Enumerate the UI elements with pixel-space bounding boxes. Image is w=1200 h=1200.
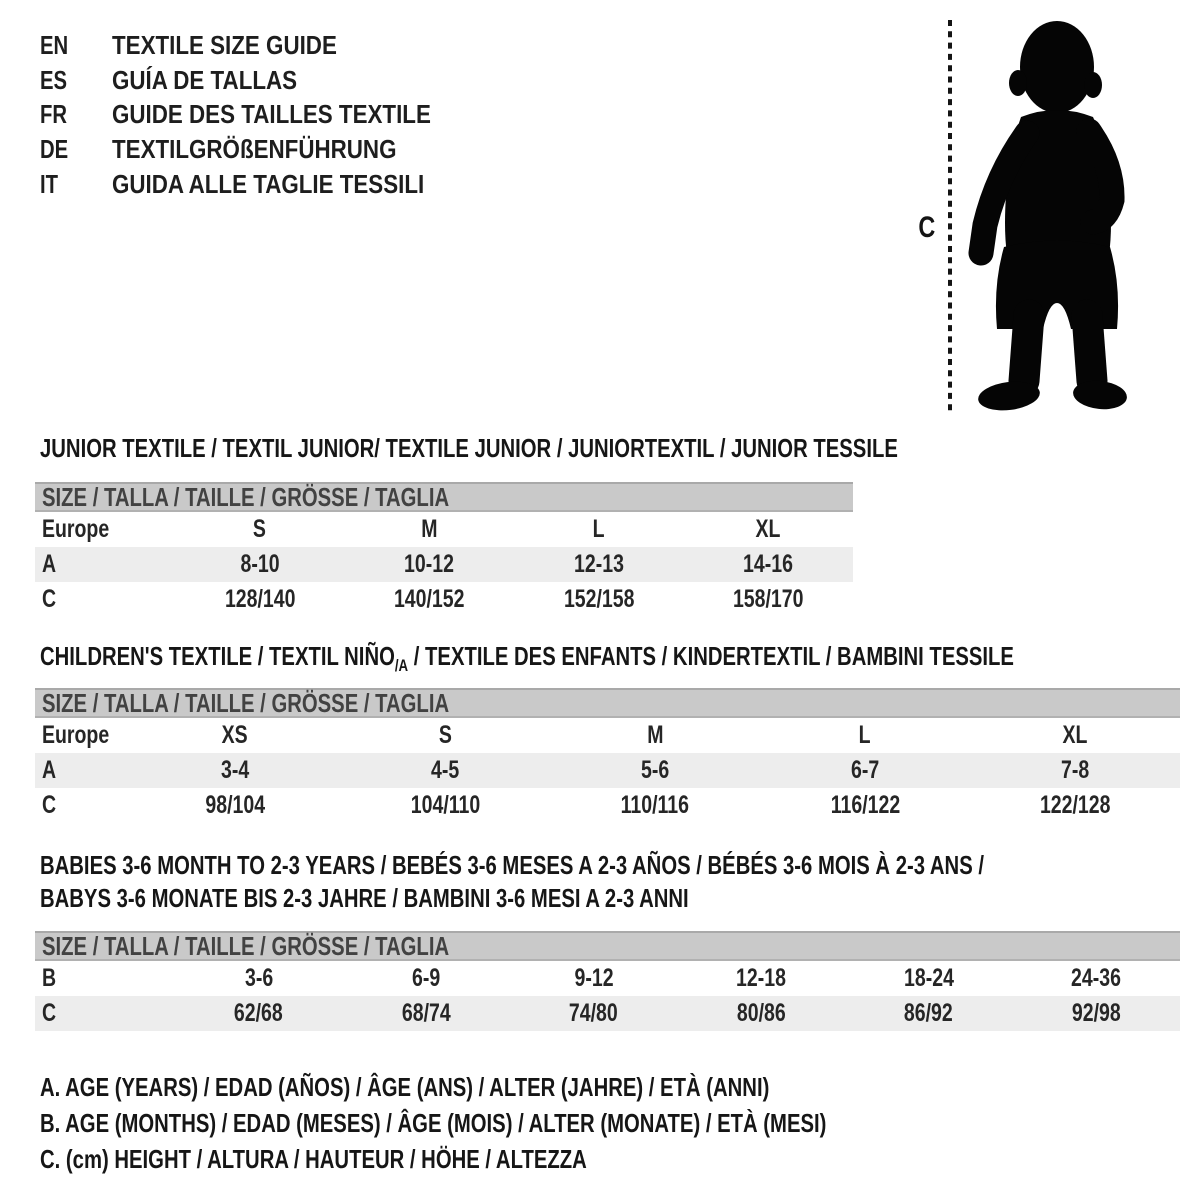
section-title-babies: BABIES 3-6 MONTH TO 2-3 YEARS / BEBÉS 3-… (40, 849, 1200, 915)
language-row: DE TEXTILGRÖßENFÜHRUNG (40, 132, 483, 167)
row-label: C (42, 999, 57, 1027)
height-cell: 74/80 (569, 999, 619, 1027)
age-cell: 5-6 (640, 756, 670, 784)
height-cell: 122/128 (1039, 791, 1111, 819)
size-cell: M (421, 515, 438, 543)
age-cell: 18-24 (903, 964, 954, 992)
language-row: FR GUIDE DES TAILLES TEXTILE (40, 98, 483, 133)
row-label: A (42, 550, 57, 578)
age-cell: 10-12 (404, 550, 455, 578)
height-label: C (910, 211, 944, 245)
language-title-list: EN TEXTILE SIZE GUIDE ES GUÍA DE TALLAS … (40, 28, 483, 202)
height-cell: 140/152 (394, 585, 465, 613)
size-cell: XS (221, 721, 249, 749)
size-cell: L (859, 721, 871, 749)
height-cell: 110/116 (620, 791, 690, 819)
baby-silhouette-icon (948, 20, 1127, 415)
height-cell: 128/140 (224, 585, 295, 613)
table-row: Europe S M L XL (35, 512, 853, 547)
table-row: A 8-10 10-12 12-13 14-16 (35, 547, 853, 582)
height-cell: 92/98 (1071, 999, 1121, 1027)
height-cell: 62/68 (234, 999, 284, 1027)
size-cell: L (592, 515, 605, 543)
size-header-label: SIZE / TALLA / TAILLE / GRÖSSE / TAGLIA (42, 930, 450, 961)
language-name: TEXTILGRÖßENFÜHRUNG (112, 134, 397, 165)
table-row: C 128/140 140/152 152/158 158/170 (35, 582, 853, 617)
language-name: GUÍA DE TALLAS (112, 64, 298, 95)
language-name: GUIDA ALLE TAGLIE TESSILI (112, 169, 425, 200)
age-cell: 7-8 (1060, 756, 1090, 784)
section-title-children-text: CHILDREN'S TEXTILE / TEXTIL NIÑO/A / TEX… (40, 641, 1014, 675)
baby-silhouette-shape (968, 21, 1127, 411)
size-header-label: SIZE / TALLA / TAILLE / GRÖSSE / TAGLIA (42, 687, 450, 718)
language-row: IT GUIDA ALLE TAGLIE TESSILI (40, 167, 483, 202)
height-cell: 104/110 (410, 791, 480, 819)
size-table-children: SIZE / TALLA / TAILLE / GRÖSSE / TAGLIA … (35, 688, 1180, 823)
size-cell: XL (1062, 721, 1088, 749)
height-cell: 116/122 (830, 791, 900, 819)
language-code: IT (40, 169, 59, 200)
row-label: Europe (42, 515, 110, 543)
language-row: EN TEXTILE SIZE GUIDE (40, 28, 483, 63)
language-name: TEXTILE SIZE GUIDE (112, 29, 337, 60)
size-cell: S (438, 721, 452, 749)
legend-line-c: C. (cm) HEIGHT / ALTURA / HAUTEUR / HÖHE… (40, 1143, 587, 1174)
section-title-babies-line1: BABIES 3-6 MONTH TO 2-3 YEARS / BEBÉS 3-… (40, 850, 984, 880)
size-cell: XL (755, 515, 781, 543)
language-row: ES GUÍA DE TALLAS (40, 63, 483, 98)
row-label: A (42, 756, 57, 784)
table-row: B 3-6 6-9 9-12 12-18 18-24 24-36 (35, 961, 1180, 996)
age-cell: 6-7 (850, 756, 880, 784)
age-cell: 12-13 (573, 550, 624, 578)
section-title-children: CHILDREN'S TEXTILE / TEXTIL NIÑO/A / TEX… (40, 641, 1200, 676)
age-cell: 3-4 (220, 756, 250, 784)
section-title-babies-line2: BABYS 3-6 MONATE BIS 2-3 JAHRE / BAMBINI… (40, 883, 689, 913)
language-code: EN (40, 29, 69, 60)
legend: A. AGE (YEARS) / EDAD (AÑOS) / ÂGE (ANS)… (40, 1069, 1048, 1177)
row-label: C (42, 585, 57, 613)
age-cell: 9-12 (574, 964, 614, 992)
table-row: A 3-4 4-5 5-6 6-7 7-8 (35, 753, 1180, 788)
table-row: C 62/68 68/74 74/80 80/86 86/92 92/98 (35, 996, 1180, 1031)
height-cell: 68/74 (401, 999, 451, 1027)
age-cell: 4-5 (430, 756, 460, 784)
row-label: B (42, 964, 57, 992)
table-row: Europe XS S M L XL (35, 718, 1180, 753)
size-table-babies: SIZE / TALLA / TAILLE / GRÖSSE / TAGLIA … (35, 931, 1180, 1031)
age-cell: 24-36 (1071, 964, 1122, 992)
language-name: GUIDE DES TAILLES TEXTILE (112, 99, 431, 130)
age-cell: 12-18 (736, 964, 787, 992)
size-header-band: SIZE / TALLA / TAILLE / GRÖSSE / TAGLIA (35, 688, 1180, 718)
age-cell: 14-16 (743, 550, 794, 578)
size-table-junior: SIZE / TALLA / TAILLE / GRÖSSE / TAGLIA … (35, 482, 853, 617)
language-code: DE (40, 134, 69, 165)
height-label-text: C (918, 211, 936, 244)
height-cell: 152/158 (563, 585, 634, 613)
table-row: C 98/104 104/110 110/116 116/122 122/128 (35, 788, 1180, 823)
age-cell: 3-6 (244, 964, 273, 992)
legend-line-a: A. AGE (YEARS) / EDAD (AÑOS) / ÂGE (ANS)… (40, 1071, 770, 1102)
size-header-band: SIZE / TALLA / TAILLE / GRÖSSE / TAGLIA (35, 482, 853, 512)
age-cell: 8-10 (240, 550, 280, 578)
legend-line-b: B. AGE (MONTHS) / EDAD (MESES) / ÂGE (MO… (40, 1107, 827, 1138)
size-header-label: SIZE / TALLA / TAILLE / GRÖSSE / TAGLIA (42, 481, 450, 512)
title-subscript: /A (394, 656, 409, 675)
language-code: ES (40, 64, 68, 95)
height-cell: 98/104 (205, 791, 265, 819)
size-cell: S (253, 515, 267, 543)
language-code: FR (40, 99, 68, 130)
section-title-junior-text: JUNIOR TEXTILE / TEXTIL JUNIOR/ TEXTILE … (40, 433, 898, 463)
row-label: Europe (42, 721, 110, 749)
row-label: C (42, 791, 57, 819)
height-cell: 158/170 (733, 585, 804, 613)
height-cell: 80/86 (736, 999, 786, 1027)
age-cell: 6-9 (412, 964, 441, 992)
size-header-band: SIZE / TALLA / TAILLE / GRÖSSE / TAGLIA (35, 931, 1180, 961)
size-cell: M (646, 721, 664, 749)
section-title-junior: JUNIOR TEXTILE / TEXTIL JUNIOR/ TEXTILE … (40, 433, 1140, 464)
height-cell: 86/92 (904, 999, 954, 1027)
